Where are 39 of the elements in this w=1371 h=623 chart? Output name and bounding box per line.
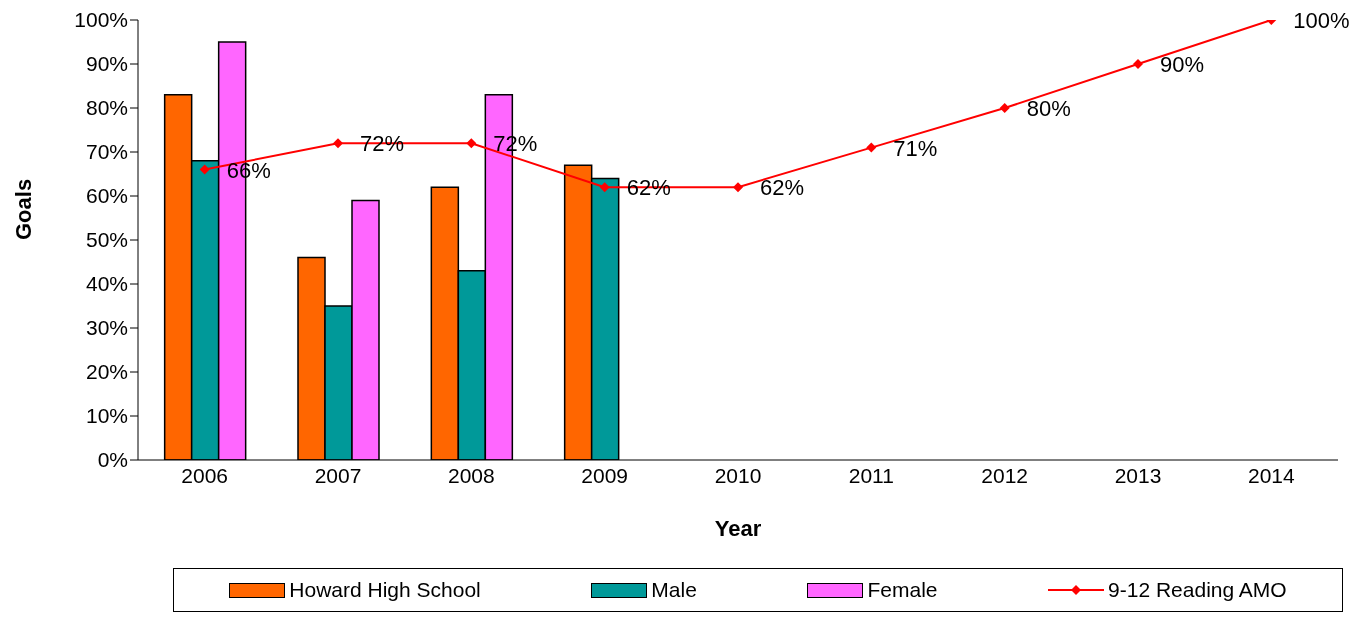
y-tick-label: 100% [74, 8, 128, 32]
x-tick-label: 2007 [314, 463, 362, 487]
y-tick-label: 50% [85, 228, 128, 252]
x-tick-label: 2014 [1247, 463, 1296, 487]
y-tick-label: 30% [85, 316, 128, 340]
y-tick-label: 40% [85, 272, 128, 296]
point [1133, 59, 1143, 69]
x-tick-label: 2011 [848, 463, 894, 487]
y-tick-label: 80% [85, 96, 128, 120]
point [599, 182, 610, 193]
y-axis-title: Goals [10, 178, 36, 240]
x-axis-title: Year [714, 515, 762, 541]
data-label: 62% [760, 175, 805, 201]
y-tick-label: 20% [85, 360, 128, 384]
y-tick-label: 10% [85, 404, 128, 428]
x-tick-label: 2008 [447, 463, 495, 487]
data-label: 100% [1293, 8, 1350, 33]
x-tick-label: 2010 [714, 463, 762, 487]
x-tick-label: 2012 [981, 463, 1029, 487]
y-tick-label: 60% [85, 184, 128, 208]
point [733, 182, 743, 193]
x-tick-label: 2006 [181, 463, 229, 487]
legend-label: 9-12 Reading AMO [1108, 578, 1287, 602]
data-label: 90% [1160, 52, 1205, 77]
legend-label: Howard High School [289, 578, 481, 602]
legend-label: Male [651, 578, 697, 602]
point [333, 138, 343, 149]
data-label: 80% [1026, 96, 1071, 121]
y-tick-label: 70% [85, 140, 128, 164]
point [999, 103, 1010, 113]
x-tick-label: 2013 [1114, 463, 1162, 487]
point [466, 138, 477, 149]
y-tick-label: 90% [85, 52, 128, 76]
legend-label: Female [867, 578, 938, 602]
data-label: 71% [893, 135, 938, 161]
point [866, 142, 877, 153]
y-tick-label: 0% [97, 448, 128, 472]
x-tick-label: 2009 [581, 463, 629, 487]
point [199, 164, 210, 175]
